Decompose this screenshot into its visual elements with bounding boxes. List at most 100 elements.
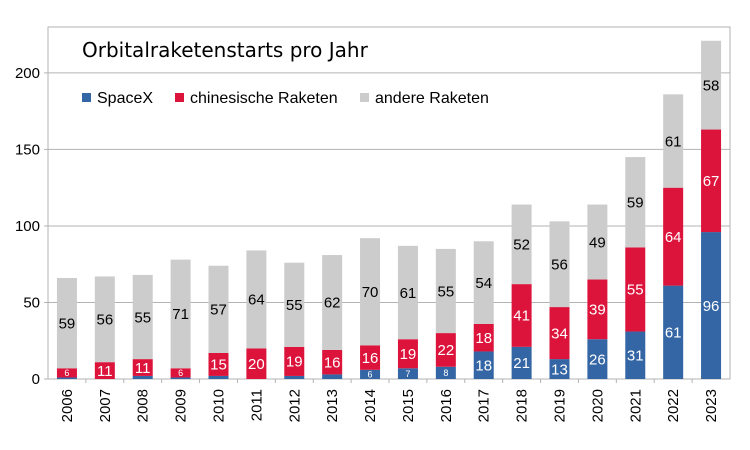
y-tick-label: 150 — [15, 141, 40, 158]
bar-chinesische-raketen-2008 — [132, 359, 153, 376]
bar-chinesische-raketen-2007 — [94, 362, 115, 379]
x-tick-label-2018: 2018 — [514, 389, 531, 422]
bar-andere-raketen-2015 — [397, 245, 418, 340]
data-label-layer: 6591156115567115572064195516626167071961… — [59, 77, 720, 379]
data-label-spacex-2020: 26 — [589, 351, 606, 368]
data-label-chinesische-raketen-2007: 11 — [97, 363, 113, 380]
data-label-andere-raketen-2012: 55 — [286, 297, 303, 314]
x-tick-label-2007: 2007 — [97, 389, 114, 422]
y-tick-label: 200 — [15, 65, 40, 82]
data-label-andere-raketen-2015: 61 — [400, 285, 417, 302]
x-tick-label-2023: 2023 — [703, 389, 720, 422]
data-label-spacex-2014: 6 — [368, 370, 373, 380]
data-label-chinesische-raketen-2006: 6 — [64, 368, 69, 378]
data-label-chinesische-raketen-2018: 41 — [513, 308, 530, 325]
data-label-spacex-2021: 31 — [627, 348, 644, 365]
data-label-andere-raketen-2021: 59 — [627, 194, 644, 211]
grid-layer — [48, 72, 730, 303]
data-label-andere-raketen-2007: 56 — [96, 312, 113, 329]
y-tick-label: 0 — [32, 371, 40, 388]
legend-label-spacex: SpaceX — [97, 90, 153, 107]
data-label-chinesische-raketen-2019: 34 — [551, 325, 568, 342]
x-tick-label-2006: 2006 — [59, 389, 76, 422]
data-label-chinesische-raketen-2012: 19 — [286, 354, 303, 371]
data-label-spacex-2023: 96 — [703, 298, 720, 315]
bar-andere-raketen-2021 — [625, 157, 646, 248]
data-label-andere-raketen-2009: 71 — [172, 306, 189, 323]
data-label-spacex-2017: 18 — [475, 357, 492, 374]
x-tick-label-2022: 2022 — [665, 389, 682, 422]
bar-andere-raketen-2019 — [549, 221, 570, 308]
bar-spacex-2014 — [360, 369, 381, 379]
x-tick-label-2016: 2016 — [438, 389, 455, 422]
bar-spacex-2020 — [587, 339, 608, 379]
data-label-spacex-2019: 13 — [551, 361, 568, 378]
bar-spacex-2018 — [511, 346, 532, 379]
data-label-chinesische-raketen-2020: 39 — [589, 302, 606, 319]
bar-spacex-2023 — [701, 232, 722, 379]
x-tick-label-2010: 2010 — [211, 389, 228, 422]
data-label-andere-raketen-2022: 61 — [665, 133, 682, 150]
bar-chinesische-raketen-2011 — [246, 348, 267, 379]
bar-spacex-2017 — [473, 351, 494, 379]
data-label-andere-raketen-2017: 54 — [475, 275, 492, 292]
bar-spacex-2006 — [56, 377, 77, 379]
x-tick-label-2008: 2008 — [135, 389, 152, 422]
bar-andere-raketen-2016 — [435, 248, 456, 334]
y-tick-label: 100 — [15, 218, 40, 235]
data-label-andere-raketen-2023: 58 — [703, 77, 720, 94]
data-label-spacex-2016: 8 — [443, 368, 448, 378]
x-tick-label-2011: 2011 — [248, 389, 265, 421]
legend-label-andere-raketen: andere Raketen — [375, 90, 489, 107]
data-label-chinesische-raketen-2013: 16 — [324, 354, 341, 371]
x-tick-label-2019: 2019 — [552, 389, 569, 422]
data-label-chinesische-raketen-2014: 16 — [362, 350, 379, 367]
bar-chinesische-raketen-2018 — [511, 284, 532, 347]
legend: SpaceX chinesische Raketen andere Raketen — [82, 90, 489, 107]
x-tick-label-2009: 2009 — [173, 389, 190, 422]
bar-chinesische-raketen-2020 — [587, 279, 608, 340]
bar-chinesische-raketen-2022 — [663, 187, 684, 286]
bar-chinesische-raketen-2010 — [208, 352, 229, 376]
x-tick-label-2017: 2017 — [476, 389, 493, 422]
data-label-chinesische-raketen-2015: 19 — [400, 346, 417, 363]
bar-spacex-2009 — [170, 377, 191, 379]
x-tick-label-2020: 2020 — [589, 389, 606, 422]
bar-layer — [56, 40, 722, 379]
x-tick-label-2015: 2015 — [400, 389, 417, 422]
data-label-andere-raketen-2016: 55 — [437, 283, 454, 300]
x-tick-label-2014: 2014 — [362, 389, 379, 422]
bar-andere-raketen-2009 — [170, 259, 191, 369]
bar-spacex-2008 — [132, 375, 153, 379]
data-label-chinesische-raketen-2009: 6 — [178, 368, 183, 378]
bar-spacex-2010 — [208, 375, 229, 379]
bar-chinesische-raketen-2016 — [435, 333, 456, 367]
legend-swatch-spacex — [82, 93, 91, 102]
data-label-chinesische-raketen-2017: 18 — [475, 330, 492, 347]
bar-chinesische-raketen-2009 — [170, 368, 191, 378]
bar-andere-raketen-2006 — [56, 277, 77, 369]
data-label-andere-raketen-2014: 70 — [362, 284, 379, 301]
bar-spacex-2013 — [322, 374, 343, 379]
bar-chinesische-raketen-2019 — [549, 307, 570, 360]
data-label-chinesische-raketen-2010: 15 — [210, 357, 227, 374]
legend-label-chinesische-raketen: chinesische Raketen — [190, 90, 338, 107]
data-label-andere-raketen-2013: 62 — [324, 295, 341, 312]
bar-spacex-2016 — [435, 366, 456, 379]
x-tick-label-2012: 2012 — [286, 389, 303, 422]
bar-spacex-2019 — [549, 359, 570, 379]
data-label-chinesische-raketen-2022: 64 — [665, 229, 682, 246]
bar-andere-raketen-2008 — [132, 274, 153, 360]
bar-andere-raketen-2012 — [284, 262, 305, 347]
data-label-chinesische-raketen-2011: 20 — [248, 356, 265, 373]
bar-chinesische-raketen-2015 — [397, 339, 418, 369]
data-label-chinesische-raketen-2008: 11 — [135, 360, 151, 377]
plot-area — [47, 26, 731, 380]
bar-andere-raketen-2023 — [701, 40, 722, 130]
data-label-andere-raketen-2008: 55 — [134, 309, 151, 326]
data-label-spacex-2022: 61 — [665, 325, 682, 342]
data-label-andere-raketen-2010: 57 — [210, 302, 227, 319]
